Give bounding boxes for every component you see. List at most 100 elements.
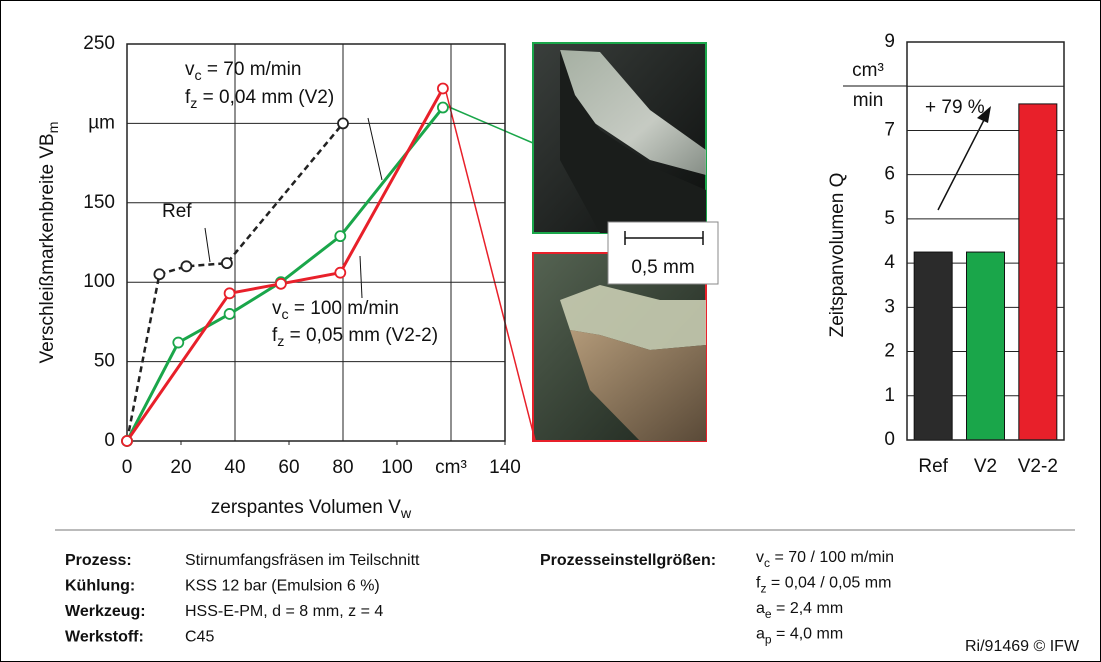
x-tick-label: cm³ [435, 457, 467, 478]
info-value: Stirnumfangsfräsen im Teilschnitt [185, 552, 420, 569]
data-point [337, 117, 349, 130]
data-point [121, 435, 133, 447]
text-part: = 70 / 100 m/min [770, 549, 894, 566]
y-tick-label: 50 [94, 351, 115, 372]
info-setting: ae = 2,4 mm [756, 600, 843, 621]
data-point [220, 257, 233, 270]
x-tick-label: 80 [332, 457, 353, 478]
text-part: = 0,04 / 0,05 mm [766, 575, 891, 592]
text-part: a [756, 626, 765, 643]
data-point [153, 268, 166, 281]
y-axis-label: Verschleißmarkenbreite VBm [37, 121, 62, 363]
info-value: C45 [185, 629, 214, 646]
bar [913, 251, 953, 441]
info-setting: vc = 70 / 100 m/min [756, 549, 894, 570]
y-tick-label: 9 [884, 31, 895, 52]
bar [966, 251, 1005, 441]
data-point [334, 230, 347, 243]
series-line [125, 122, 344, 442]
arrow [937, 117, 986, 211]
x-tick-label: 140 [489, 457, 521, 478]
y-tick-label: min [853, 90, 884, 111]
text-part: = 0,04 mm (V2) [197, 87, 334, 108]
footer: Ri/91469 © IFW [965, 638, 1080, 655]
y-tick-label: 4 [884, 252, 895, 273]
series-line [125, 106, 445, 442]
subscript: c [195, 68, 202, 84]
data-point [223, 287, 236, 300]
text-part: = 70 m/min [202, 59, 302, 80]
info-value: HSS-E-PM, d = 8 mm, z = 4 [185, 603, 383, 620]
leader [359, 255, 363, 299]
text-part: v [756, 549, 764, 566]
y-tick-label: 0 [884, 429, 895, 450]
x-tick-label: 100 [381, 457, 413, 478]
x-tick-label: V2-2 [1018, 456, 1058, 477]
info-label: Prozesseinstellgrößen: [540, 552, 716, 569]
scale-bar: 0,5 mm [607, 221, 719, 285]
data-point [172, 336, 185, 349]
leader [204, 227, 211, 263]
x-tick-label: 20 [170, 457, 191, 478]
data-point [436, 82, 449, 95]
x-axis-label: zerspantes Volumen Vw [211, 497, 412, 522]
x-tick-label: V2 [974, 456, 997, 477]
text-part: f [272, 325, 278, 346]
subscript: p [765, 633, 772, 647]
x-tick-label: Ref [918, 456, 948, 477]
photo-top [532, 42, 707, 234]
text-part: + 79 % [925, 97, 985, 118]
data-point [223, 308, 236, 320]
text-part: Verschleißmarkenbreite VB [37, 133, 58, 363]
info-label: Werkzeug: [65, 603, 146, 620]
plot-frame [126, 43, 506, 442]
subscript: m [46, 121, 62, 133]
connector [444, 87, 536, 441]
data-point [274, 277, 287, 290]
y-tick-label: 0 [104, 430, 115, 451]
text-part: a [756, 600, 765, 617]
subscript: c [282, 307, 289, 323]
annotation: Ref [162, 201, 192, 222]
annotation: + 79 % [925, 97, 985, 118]
y-tick-label: 7 [884, 119, 895, 140]
leader [367, 117, 383, 181]
subscript: z [190, 96, 197, 112]
subscript: z [760, 582, 766, 596]
data-point [334, 266, 347, 279]
scale-bar-label: 0,5 mm [631, 257, 694, 278]
text-part: = 2,4 mm [772, 600, 844, 617]
subscript: z [277, 334, 284, 350]
data-point [436, 101, 449, 114]
y-tick-label: 100 [83, 271, 115, 292]
y-axis-label: Zeitspanvolumen Q [827, 173, 848, 338]
x-tick-label: 60 [278, 457, 299, 478]
y-tick-label: 3 [884, 296, 895, 317]
info-label: Kühlung: [65, 578, 135, 595]
text-part: = 100 m/min [289, 298, 399, 319]
y-tick-label: 150 [83, 192, 115, 213]
info-label: Prozess: [65, 552, 132, 569]
text-part: v [272, 298, 282, 319]
text-part: = 0,05 mm (V2-2) [284, 325, 438, 346]
subscript: c [764, 556, 770, 570]
text-part: Ref [162, 201, 192, 222]
bar [1018, 103, 1058, 441]
subscript: w [400, 506, 412, 522]
x-tick-label: 40 [224, 457, 245, 478]
text-part: f [185, 87, 191, 108]
data-point [180, 260, 193, 273]
y-tick-label: µm [88, 112, 115, 133]
y-unit: cm³ [852, 60, 884, 81]
info-setting: fz = 0,04 / 0,05 mm [756, 575, 891, 596]
subscript: e [765, 607, 772, 621]
y-tick-label: 6 [884, 164, 895, 185]
process-info: Prozess: Stirnumfangsfräsen im Teilschnit… [65, 549, 1080, 655]
text-part: zerspantes Volumen V [211, 497, 401, 518]
series-line [125, 87, 445, 442]
text-part: = 4,0 mm [772, 626, 844, 643]
y-tick-label: 250 [83, 33, 115, 54]
text-part: f [756, 575, 761, 592]
x-tick-label: 0 [122, 457, 133, 478]
